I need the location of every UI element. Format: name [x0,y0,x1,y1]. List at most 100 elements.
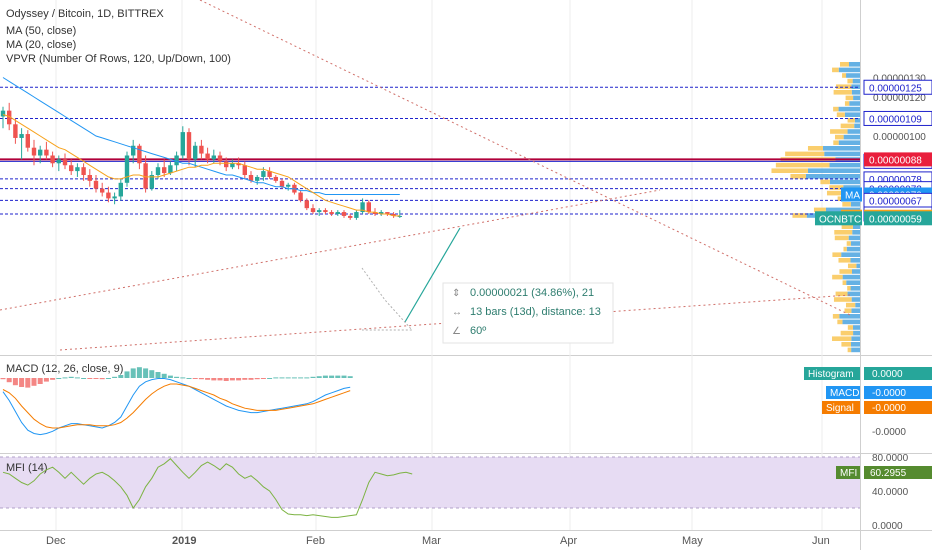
candle-body [379,212,384,214]
macd-histogram-bar [347,376,353,378]
price-label-box [863,110,932,126]
macd-histogram-bar [223,378,229,381]
macd-histogram-bar [149,370,155,378]
up-trendline[interactable] [0,189,661,311]
candle-body [205,153,210,160]
candle-body [317,210,322,213]
volume-profile-up-row [839,314,860,319]
volume-profile-up-row [853,330,860,336]
macd-histogram-bar [273,377,279,379]
measure-guide[interactable] [361,267,414,331]
volume-profile-down-row [832,314,840,319]
measure-tool[interactable]: ⇕ 0.00000021 (34.86%), 21 ↔ 13 bars (13d… [442,282,614,344]
macd-signal-line [2,383,351,429]
macd-title[interactable]: MACD (12, 26, close, 9) [6,363,123,375]
macd-histogram-bar [205,378,211,380]
volume-profile-down-row [847,78,853,84]
candle-body [348,215,353,218]
volume-profile-down-row [846,241,851,246]
macd-histogram-bar [174,376,180,378]
time-tick-label: Jun [812,535,830,547]
volume-profile-up-row [846,246,860,252]
price-label-tag: MA [845,191,860,202]
price-label-tag-box [841,187,862,202]
candle-body [385,212,390,214]
macd-histogram-bar [236,378,242,381]
macd-histogram-bar [0,378,6,380]
candle-body [7,110,12,125]
macd-histogram-tag [804,367,860,380]
macd-axis-tick: -0.0000 [872,427,906,438]
volume-profile-down-row [847,118,855,123]
macd-histogram-label: Histogram [808,369,854,380]
volume-profile-down-row [847,325,853,330]
volume-profile-down-row [841,342,851,347]
volume-profile-up-row [856,263,860,269]
macd-signal-tag [822,401,860,414]
volume-profile-up-row [854,118,860,123]
candle-body [149,175,154,189]
macd-histogram-bar [124,371,130,378]
macd-histogram-bar [291,377,297,379]
volume-profile-down-row [843,246,847,252]
volume-profile-down-row [844,308,852,313]
down-trendline[interactable] [199,0,851,316]
legend-ma50[interactable]: MA (50, close) [6,25,76,37]
price-tick-label: 0.00000100 [873,132,926,143]
legend-ma20[interactable]: MA (20, close) [6,39,76,51]
candle-body [323,210,328,213]
symbol-title: Odyssey / Bitcoin, 1D, BITTREX [6,8,164,20]
time-axis[interactable]: Dec 2019 Feb Mar Apr May Jun [46,535,830,547]
volume-profile-up-row [852,325,860,330]
candle-body [329,212,334,214]
candle-body [248,175,254,181]
candle-body [87,175,92,181]
price-label-text: 0.00000067 [869,196,922,207]
macd-pane[interactable]: MACD (12, 26, close, 9) Histogram 0.0000 MA… [0,363,932,438]
macd-histogram-bar [19,378,25,387]
mfi-title[interactable]: MFI (14) [6,462,48,474]
ma20-line[interactable] [2,114,400,217]
candle-body [168,165,173,174]
time-tick-label: Mar [422,535,441,547]
volume-profile-up-row [846,280,860,285]
candle-body [335,212,340,214]
mfi-label: MFI [840,468,857,479]
bars-icon: ↔ [452,307,462,318]
volume-profile-down-row [833,140,839,145]
macd-histogram-bar [68,376,74,378]
macd-histogram-bar [285,377,291,379]
volume-profile-down-row [834,235,849,241]
mfi-pane[interactable]: MFI (14) 80.0000 40.0000 0.0000 MFI 60.2955 [0,453,932,532]
projection-line[interactable] [404,227,461,323]
macd-histogram-box [864,367,932,380]
ma50-line[interactable] [2,77,400,195]
macd-histogram-bar [112,376,118,378]
volume-profile-down-row [844,101,850,106]
macd-histogram-bar [87,378,93,379]
volume-profile-down-row [836,112,845,117]
macd-histogram-bar [161,373,167,378]
macd-histogram-bar [267,378,273,379]
volume-profile-down-row [829,185,844,190]
macd-macd-value: -0.0000 [872,388,906,399]
candle-body [155,167,161,175]
macd-histogram-bar [167,375,173,378]
candle-body [391,214,396,216]
angle-icon: ∠ [452,326,461,337]
candle-body [286,184,291,187]
volume-profile-up-row [850,202,860,207]
main-legend: Odyssey / Bitcoin, 1D, BITTREX MA (50, c… [6,8,231,65]
macd-histogram-bar [229,378,235,381]
candle-body [100,188,105,193]
legend-vpvr[interactable]: VPVR (Number Of Rows, 120, Up/Down, 100) [6,53,231,65]
volume-profile-up-row [838,140,860,145]
price-axis[interactable]: 0.000001300.000001200.000001000.00000080… [815,74,932,226]
macd-histogram-bar [93,378,99,379]
measure-bars: 13 bars (13d), distance: 13 [470,306,601,318]
volume-profile-down-row [842,202,851,207]
volume-profile-up-row [846,73,860,78]
candle-body [372,212,378,214]
